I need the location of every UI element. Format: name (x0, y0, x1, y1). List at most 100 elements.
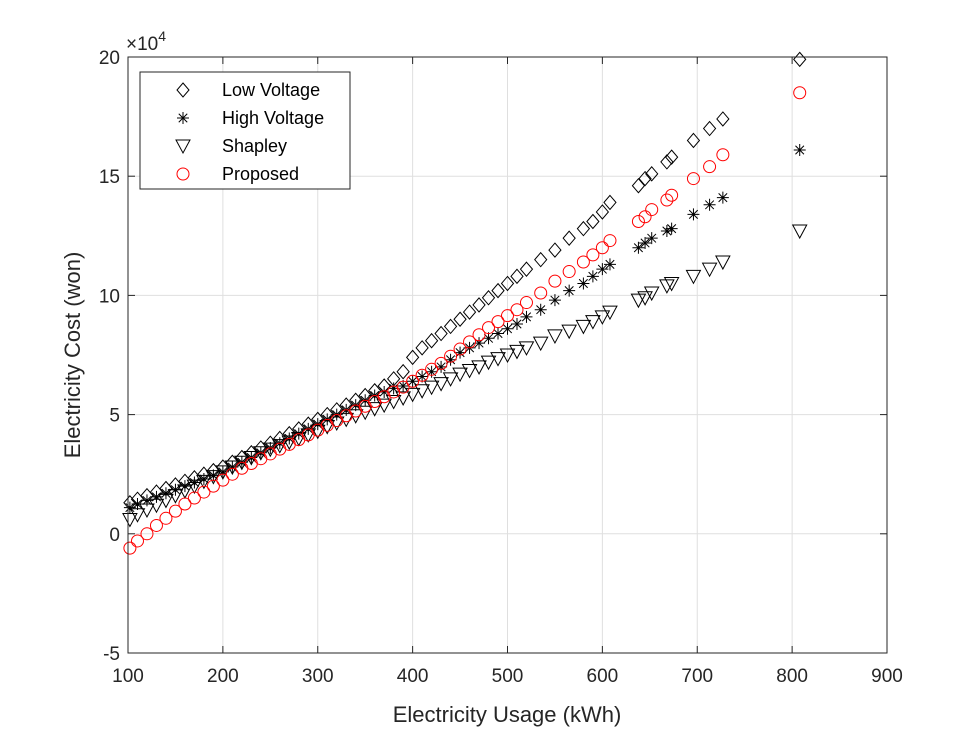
data-point (663, 276, 680, 292)
data-point (645, 166, 659, 182)
data-point (501, 309, 514, 323)
data-point (433, 377, 449, 392)
data-point (139, 503, 155, 519)
data-point (434, 325, 448, 342)
data-point (664, 149, 679, 165)
data-point (425, 362, 439, 376)
data-point (159, 487, 172, 500)
legend: Low Voltage High Voltage Shapley Proposed (139, 71, 351, 190)
data-point (702, 120, 717, 137)
data-point (631, 177, 646, 194)
data-point (481, 290, 496, 306)
data-point (482, 321, 496, 335)
data-point (630, 293, 647, 309)
data-point (226, 461, 239, 474)
data-point (632, 241, 645, 254)
data-point (586, 213, 600, 230)
data-point (548, 274, 562, 288)
data-point (490, 352, 506, 367)
data-point (665, 188, 679, 202)
data-point (472, 328, 486, 342)
data-point (396, 363, 410, 380)
data-point (595, 204, 610, 220)
x-tick-label: 300 (302, 666, 334, 687)
data-point (716, 191, 729, 204)
legend-marker-proposed (176, 167, 190, 181)
data-point (443, 318, 458, 335)
data-point (424, 332, 439, 349)
series-proposed (123, 86, 807, 555)
data-point (415, 340, 429, 356)
legend-entry-label: Low Voltage (222, 80, 320, 100)
data-point (309, 424, 326, 440)
data-point (472, 297, 486, 313)
data-point (452, 367, 468, 383)
data-point (687, 208, 700, 221)
data-point (425, 365, 438, 378)
data-point (534, 286, 548, 300)
data-point (453, 311, 467, 328)
data-point (602, 305, 618, 321)
series-layer (122, 51, 808, 555)
data-point (637, 291, 653, 306)
data-point (532, 336, 549, 352)
data-point (123, 541, 137, 555)
x-tick-label: 500 (492, 666, 524, 687)
data-point (703, 160, 717, 174)
data-point (385, 394, 402, 410)
data-point (519, 261, 534, 277)
data-point (453, 342, 467, 356)
legend-marker-high-voltage (177, 112, 189, 124)
data-point (686, 132, 701, 149)
y-tick-label: 10 (99, 286, 120, 307)
data-point (638, 210, 652, 224)
data-point (562, 230, 576, 246)
data-point (159, 511, 173, 525)
y-multiplier: ×104 (126, 28, 166, 55)
data-point (585, 315, 601, 330)
data-point (197, 485, 211, 499)
legend-marker-shapley (175, 139, 191, 155)
data-point (791, 224, 808, 240)
data-point (168, 504, 182, 518)
data-point (547, 329, 563, 344)
data-point (509, 344, 525, 360)
y-tick-label: 0 (109, 525, 120, 546)
data-point (500, 275, 515, 292)
data-point (216, 473, 230, 487)
data-point (471, 360, 487, 375)
x-axis-label: Electricity Usage (kWh) (393, 702, 622, 727)
data-point (366, 402, 383, 417)
data-point (603, 258, 616, 271)
data-point (534, 251, 548, 268)
data-point (793, 143, 806, 156)
data-point (178, 480, 191, 493)
data-point (575, 319, 592, 335)
data-point (645, 232, 658, 245)
data-point (395, 391, 411, 406)
data-point (415, 368, 429, 382)
data-point (660, 154, 674, 170)
data-point (131, 498, 144, 510)
data-point (454, 346, 467, 359)
data-point (716, 111, 730, 127)
data-point (665, 222, 678, 235)
y-tick-label: 5 (109, 406, 120, 427)
data-point (130, 534, 144, 548)
data-point (586, 270, 599, 283)
data-point (387, 382, 400, 395)
data-point (378, 385, 391, 398)
data-point (197, 472, 210, 485)
x-tick-labels: 100 200 300 400 500 600 700 800 900 (112, 666, 903, 687)
data-point (416, 370, 429, 383)
data-point (207, 469, 220, 482)
data-point (643, 286, 660, 302)
data-point (491, 315, 505, 329)
data-point (414, 384, 430, 399)
grid-lines (127, 56, 888, 654)
data-point (406, 375, 419, 388)
legend-entry-label: Proposed (222, 164, 299, 184)
data-point (187, 491, 201, 505)
data-point (177, 484, 193, 499)
legend-entry-label: High Voltage (222, 108, 324, 128)
